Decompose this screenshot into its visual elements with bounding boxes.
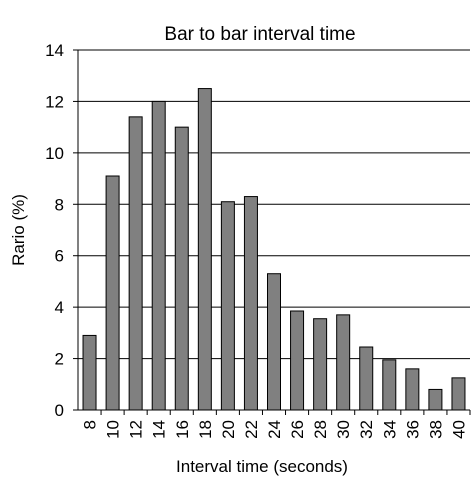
x-tick-label: 26: [288, 420, 307, 439]
x-tick-label: 8: [81, 420, 100, 429]
bar-8: [82, 334, 97, 411]
bar-14: [151, 100, 166, 411]
x-tick-label: 32: [357, 420, 376, 439]
gridlines: [78, 49, 470, 360]
bar-40: [451, 377, 466, 411]
chart-title: Bar to bar interval time: [164, 24, 355, 45]
y-axis-label: Rario (%): [9, 194, 28, 266]
x-tick-label: 22: [242, 420, 261, 439]
y-tick-label: 4: [55, 298, 64, 317]
x-tick-label: 14: [150, 420, 169, 439]
x-tick-label: 10: [104, 420, 123, 439]
bar-16: [174, 126, 189, 411]
x-axis-label: Interval time (seconds): [176, 457, 348, 476]
bar-30: [336, 314, 351, 411]
x-tick-label: 20: [219, 420, 238, 439]
bar-18: [197, 88, 212, 411]
bars: [82, 88, 466, 411]
y-tick-label: 8: [55, 195, 64, 214]
x-tick-label: 30: [334, 420, 353, 439]
x-tick-label: 18: [196, 420, 215, 439]
x-tick-label: 36: [403, 420, 422, 439]
x-axis-ticks: 8 10 12 14 16 18 20 22 24 26 28 30 32 34 36 38 40: [81, 410, 471, 439]
y-axis-ticks: 0 2 4 6 8 10 12 14: [45, 41, 78, 420]
bar-22: [243, 196, 258, 411]
bar-36: [405, 368, 420, 411]
y-tick-label: 10: [45, 144, 64, 163]
x-tick-label: 40: [449, 420, 468, 439]
bar-34: [382, 359, 397, 411]
x-tick-label: 28: [311, 420, 330, 439]
y-tick-label: 14: [45, 41, 64, 60]
bar-28: [313, 318, 328, 411]
x-tick-label: 12: [127, 420, 146, 439]
y-tick-label: 0: [55, 401, 64, 420]
bar-38: [428, 388, 443, 411]
x-tick-label: 24: [265, 420, 284, 439]
x-tick-label: 34: [380, 420, 399, 439]
bar-32: [359, 346, 374, 411]
x-tick-label: 16: [173, 420, 192, 439]
x-tick-label: 38: [426, 420, 445, 439]
y-tick-label: 2: [55, 350, 64, 369]
bar-10: [105, 175, 120, 411]
y-tick-label: 6: [55, 247, 64, 266]
bar-12: [128, 116, 143, 411]
bar-26: [290, 310, 305, 411]
bar-20: [220, 201, 235, 411]
bar-24: [267, 273, 281, 411]
y-tick-label: 12: [45, 92, 64, 111]
